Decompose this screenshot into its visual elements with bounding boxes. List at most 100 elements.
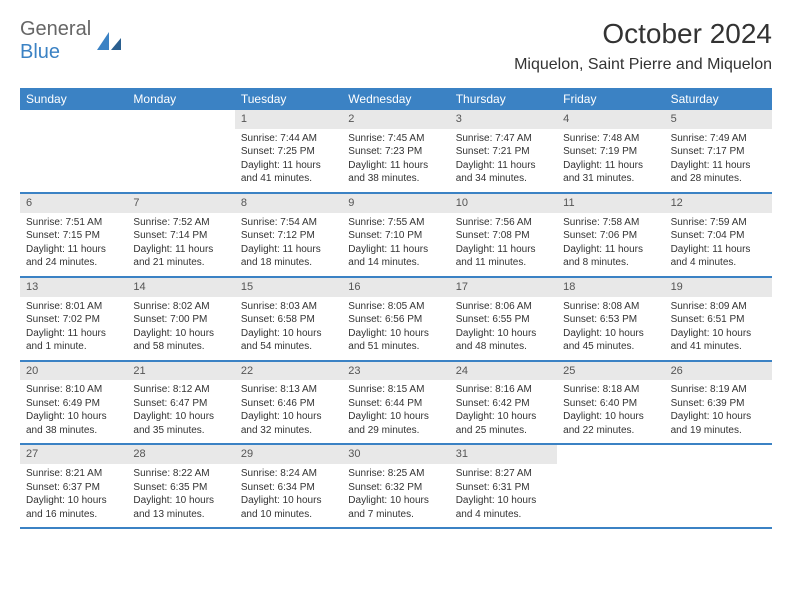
day-header: Wednesday — [342, 88, 449, 110]
day-number: 3 — [450, 110, 557, 129]
day-number: 29 — [235, 445, 342, 464]
sunrise-text: Sunrise: 8:22 AM — [133, 467, 228, 481]
calendar-week: 6Sunrise: 7:51 AMSunset: 7:15 PMDaylight… — [20, 194, 772, 278]
sunrise-text: Sunrise: 8:21 AM — [26, 467, 121, 481]
sunset-text: Sunset: 7:15 PM — [26, 229, 121, 243]
calendar-weeks: 1Sunrise: 7:44 AMSunset: 7:25 PMDaylight… — [20, 110, 772, 529]
day-number: 22 — [235, 362, 342, 381]
calendar-cell: 25Sunrise: 8:18 AMSunset: 6:40 PMDayligh… — [557, 362, 664, 444]
day-number: 14 — [127, 278, 234, 297]
sunrise-text: Sunrise: 7:54 AM — [241, 216, 336, 230]
daylight-text: Daylight: 10 hours and 10 minutes. — [241, 494, 336, 521]
cell-body: Sunrise: 7:49 AMSunset: 7:17 PMDaylight:… — [665, 129, 772, 192]
calendar-cell: 11Sunrise: 7:58 AMSunset: 7:06 PMDayligh… — [557, 194, 664, 276]
calendar-cell: 21Sunrise: 8:12 AMSunset: 6:47 PMDayligh… — [127, 362, 234, 444]
cell-body: Sunrise: 8:12 AMSunset: 6:47 PMDaylight:… — [127, 380, 234, 443]
title-block: October 2024 Miquelon, Saint Pierre and … — [514, 18, 772, 74]
daylight-text: Daylight: 11 hours and 31 minutes. — [563, 159, 658, 186]
daylight-text: Daylight: 10 hours and 38 minutes. — [26, 410, 121, 437]
cell-body: Sunrise: 8:15 AMSunset: 6:44 PMDaylight:… — [342, 380, 449, 443]
daylight-text: Daylight: 10 hours and 22 minutes. — [563, 410, 658, 437]
calendar-cell: 8Sunrise: 7:54 AMSunset: 7:12 PMDaylight… — [235, 194, 342, 276]
logo-part2: Blue — [20, 41, 60, 63]
cell-body: Sunrise: 7:48 AMSunset: 7:19 PMDaylight:… — [557, 129, 664, 192]
day-number: 13 — [20, 278, 127, 297]
cell-body: Sunrise: 8:19 AMSunset: 6:39 PMDaylight:… — [665, 380, 772, 443]
daylight-text: Daylight: 11 hours and 28 minutes. — [671, 159, 766, 186]
cell-body: Sunrise: 7:51 AMSunset: 7:15 PMDaylight:… — [20, 213, 127, 276]
month-title: October 2024 — [514, 18, 772, 50]
calendar-cell — [557, 445, 664, 527]
day-number: 12 — [665, 194, 772, 213]
sunset-text: Sunset: 6:47 PM — [133, 397, 228, 411]
sunset-text: Sunset: 6:34 PM — [241, 481, 336, 495]
daylight-text: Daylight: 10 hours and 16 minutes. — [26, 494, 121, 521]
calendar-cell: 18Sunrise: 8:08 AMSunset: 6:53 PMDayligh… — [557, 278, 664, 360]
day-number: 20 — [20, 362, 127, 381]
day-number: 15 — [235, 278, 342, 297]
cell-body: Sunrise: 8:10 AMSunset: 6:49 PMDaylight:… — [20, 380, 127, 443]
daylight-text: Daylight: 10 hours and 35 minutes. — [133, 410, 228, 437]
day-header: Thursday — [450, 88, 557, 110]
daylight-text: Daylight: 10 hours and 51 minutes. — [348, 327, 443, 354]
cell-body: Sunrise: 7:56 AMSunset: 7:08 PMDaylight:… — [450, 213, 557, 276]
sunrise-text: Sunrise: 8:27 AM — [456, 467, 551, 481]
daylight-text: Daylight: 10 hours and 45 minutes. — [563, 327, 658, 354]
sunrise-text: Sunrise: 7:55 AM — [348, 216, 443, 230]
cell-body: Sunrise: 8:08 AMSunset: 6:53 PMDaylight:… — [557, 297, 664, 360]
cell-body: Sunrise: 8:06 AMSunset: 6:55 PMDaylight:… — [450, 297, 557, 360]
day-number: 17 — [450, 278, 557, 297]
location: Miquelon, Saint Pierre and Miquelon — [514, 56, 772, 74]
calendar-cell: 5Sunrise: 7:49 AMSunset: 7:17 PMDaylight… — [665, 110, 772, 192]
cell-body: Sunrise: 8:22 AMSunset: 6:35 PMDaylight:… — [127, 464, 234, 527]
daylight-text: Daylight: 10 hours and 58 minutes. — [133, 327, 228, 354]
sunrise-text: Sunrise: 7:45 AM — [348, 132, 443, 146]
cell-body: Sunrise: 8:16 AMSunset: 6:42 PMDaylight:… — [450, 380, 557, 443]
sunset-text: Sunset: 7:04 PM — [671, 229, 766, 243]
calendar-cell: 12Sunrise: 7:59 AMSunset: 7:04 PMDayligh… — [665, 194, 772, 276]
sunrise-text: Sunrise: 8:16 AM — [456, 383, 551, 397]
calendar-cell: 4Sunrise: 7:48 AMSunset: 7:19 PMDaylight… — [557, 110, 664, 192]
sunset-text: Sunset: 7:08 PM — [456, 229, 551, 243]
daylight-text: Daylight: 10 hours and 54 minutes. — [241, 327, 336, 354]
sunset-text: Sunset: 6:53 PM — [563, 313, 658, 327]
cell-body: Sunrise: 7:54 AMSunset: 7:12 PMDaylight:… — [235, 213, 342, 276]
sunrise-text: Sunrise: 8:09 AM — [671, 300, 766, 314]
day-number: 19 — [665, 278, 772, 297]
sunrise-text: Sunrise: 8:03 AM — [241, 300, 336, 314]
cell-body: Sunrise: 7:59 AMSunset: 7:04 PMDaylight:… — [665, 213, 772, 276]
daylight-text: Daylight: 10 hours and 13 minutes. — [133, 494, 228, 521]
calendar-cell: 16Sunrise: 8:05 AMSunset: 6:56 PMDayligh… — [342, 278, 449, 360]
day-number: 30 — [342, 445, 449, 464]
calendar-cell: 17Sunrise: 8:06 AMSunset: 6:55 PMDayligh… — [450, 278, 557, 360]
calendar-cell: 1Sunrise: 7:44 AMSunset: 7:25 PMDaylight… — [235, 110, 342, 192]
sunset-text: Sunset: 7:21 PM — [456, 145, 551, 159]
sunrise-text: Sunrise: 7:51 AM — [26, 216, 121, 230]
cell-body: Sunrise: 8:03 AMSunset: 6:58 PMDaylight:… — [235, 297, 342, 360]
sunset-text: Sunset: 7:17 PM — [671, 145, 766, 159]
day-number: 7 — [127, 194, 234, 213]
daylight-text: Daylight: 10 hours and 7 minutes. — [348, 494, 443, 521]
day-number: 1 — [235, 110, 342, 129]
sunset-text: Sunset: 6:49 PM — [26, 397, 121, 411]
logo: General Blue — [20, 18, 123, 64]
calendar-cell: 20Sunrise: 8:10 AMSunset: 6:49 PMDayligh… — [20, 362, 127, 444]
cell-body: Sunrise: 8:05 AMSunset: 6:56 PMDaylight:… — [342, 297, 449, 360]
logo-text: General Blue — [20, 18, 91, 64]
sunrise-text: Sunrise: 8:10 AM — [26, 383, 121, 397]
daylight-text: Daylight: 11 hours and 4 minutes. — [671, 243, 766, 270]
sunset-text: Sunset: 7:00 PM — [133, 313, 228, 327]
day-number: 28 — [127, 445, 234, 464]
calendar-cell: 9Sunrise: 7:55 AMSunset: 7:10 PMDaylight… — [342, 194, 449, 276]
logo-part1: General — [20, 18, 91, 40]
day-header: Saturday — [665, 88, 772, 110]
sunset-text: Sunset: 6:37 PM — [26, 481, 121, 495]
sunrise-text: Sunrise: 8:12 AM — [133, 383, 228, 397]
calendar-cell: 31Sunrise: 8:27 AMSunset: 6:31 PMDayligh… — [450, 445, 557, 527]
sunrise-text: Sunrise: 8:02 AM — [133, 300, 228, 314]
daylight-text: Daylight: 11 hours and 21 minutes. — [133, 243, 228, 270]
cell-body: Sunrise: 8:24 AMSunset: 6:34 PMDaylight:… — [235, 464, 342, 527]
sunrise-text: Sunrise: 8:18 AM — [563, 383, 658, 397]
calendar-cell: 30Sunrise: 8:25 AMSunset: 6:32 PMDayligh… — [342, 445, 449, 527]
cell-body: Sunrise: 8:09 AMSunset: 6:51 PMDaylight:… — [665, 297, 772, 360]
